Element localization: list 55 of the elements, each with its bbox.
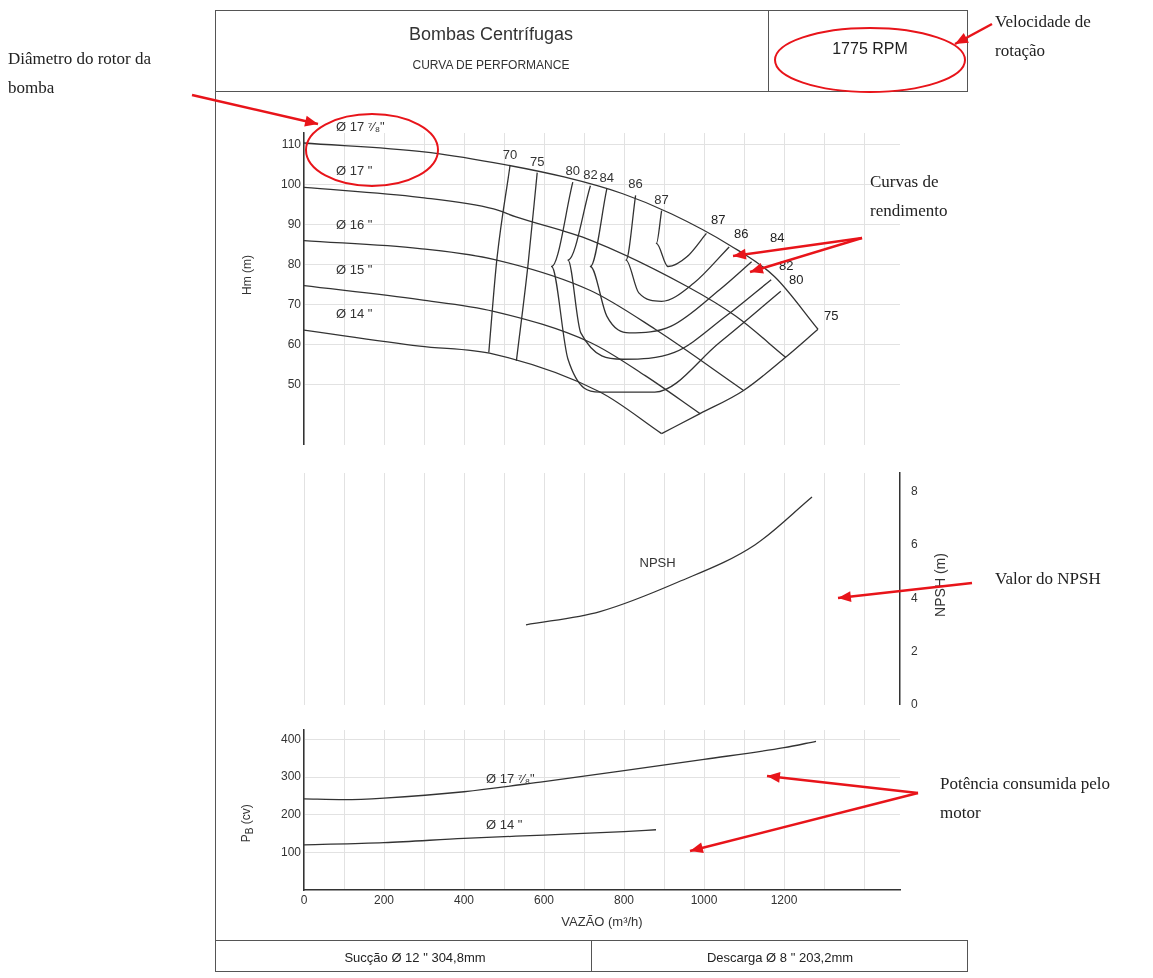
x-tick-label: 200	[373, 892, 395, 907]
text: Descarga Ø 8 " 203,2mm	[705, 950, 855, 965]
y-tick-label: 400	[280, 731, 302, 746]
y-tick-label: 90	[287, 217, 302, 232]
series-label: Ø 17 ⁷⁄₈"	[486, 770, 536, 786]
text: Sucção Ø 12 " 304,8mm	[343, 950, 487, 965]
annotation: 80	[789, 272, 805, 287]
y2-tick-label: 4	[911, 590, 918, 605]
x-tick-label: 1200	[770, 892, 798, 907]
text: Valor do NPSH	[995, 568, 1102, 590]
text: 1775 RPM	[831, 40, 909, 58]
annotation: 86	[628, 176, 643, 192]
y-tick-label: 50	[287, 377, 302, 392]
x-tick-label: 0	[300, 892, 308, 907]
series-label: NPSH	[639, 555, 676, 571]
series-label: Ø 14 "	[336, 306, 373, 322]
text: Diâmetro do rotor da bomba	[8, 48, 153, 99]
series-label: 75	[529, 153, 545, 169]
y2-tick-label: 0	[911, 697, 918, 712]
y-axis-title: Hm (m)	[240, 255, 255, 295]
x-tick-label: 800	[613, 892, 635, 907]
y-tick-label: 60	[287, 337, 302, 352]
chart-subtitle: CURVA DE PERFORMANCE	[411, 58, 571, 72]
series-label: Ø 14 "	[486, 816, 523, 832]
x-axis-title: VAZÃO (m³/h)	[561, 913, 643, 929]
series-label: 82	[583, 166, 598, 182]
annotation: 75	[824, 308, 840, 323]
series-label: Ø 17 ⁷⁄₈"	[336, 119, 386, 135]
y-tick-label: 110	[281, 137, 302, 152]
x-tick-label: 400	[453, 892, 475, 907]
y2-tick-label: 6	[911, 537, 918, 552]
annotation: 84	[770, 230, 786, 245]
y-tick-label: 80	[287, 257, 302, 272]
text: Velocidade de rotação	[995, 11, 1092, 62]
y-tick-label: 300	[280, 769, 302, 784]
y2-tick-label: 2	[911, 643, 918, 658]
x-tick-label: 600	[533, 892, 555, 907]
x-tick-label: 1000	[690, 892, 718, 907]
y-tick-label: 200	[280, 807, 302, 822]
y-tick-label: 70	[287, 297, 302, 312]
chart-title: Bombas Centrífugas	[407, 24, 575, 45]
annotation: 87	[654, 191, 669, 207]
series-label: Ø 17 "	[336, 163, 373, 179]
series-label: 70	[502, 146, 518, 162]
series-label: Ø 16 "	[336, 216, 373, 232]
y-tick-label: 100	[280, 844, 302, 859]
y-tick-label: 100	[280, 177, 302, 192]
series-label: 87	[711, 212, 727, 227]
series-label: Ø 15 "	[336, 261, 373, 277]
series-label: 80	[565, 163, 581, 179]
series-label: 86	[734, 226, 750, 241]
text: Potência consumida pelo motor	[940, 773, 1111, 824]
series-label: 84	[599, 170, 615, 186]
annotation: Curvas de rendimento	[870, 171, 949, 222]
y2-tick-label: 8	[911, 483, 918, 498]
